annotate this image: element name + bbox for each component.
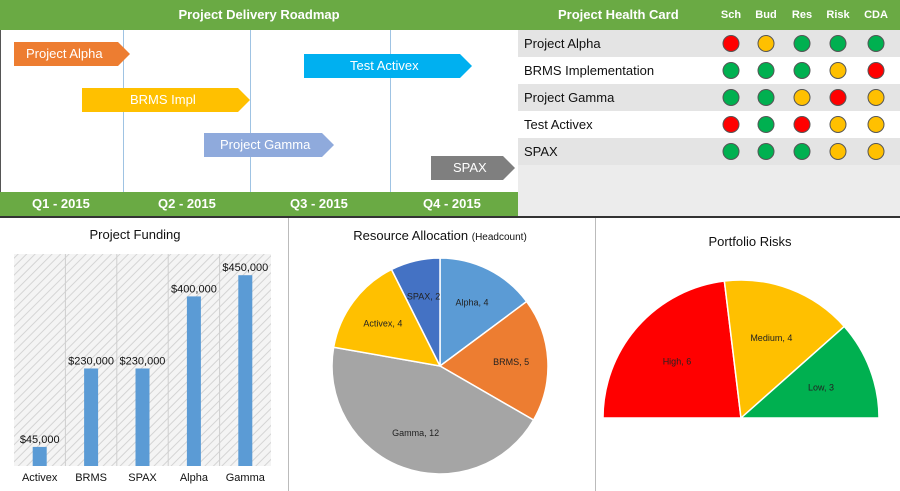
status-red-indicator — [867, 62, 885, 79]
project-name: Test Activex — [524, 117, 593, 132]
task-brms-impl[interactable]: BRMS Impl — [82, 88, 250, 112]
status-green-indicator — [757, 116, 775, 133]
panel-separator — [595, 218, 596, 491]
funding-value-label: $230,000 — [68, 355, 114, 367]
resource-slice — [438, 300, 549, 422]
funding-bar — [32, 446, 47, 466]
funding-title: Project Funding — [89, 227, 181, 242]
status-green-indicator — [757, 89, 775, 106]
status-yellow-indicator — [829, 143, 847, 160]
column-header: Risk — [826, 9, 850, 21]
resource-title: Resource Allocation (Headcount) — [353, 228, 527, 243]
health-row: Test Activex — [518, 111, 900, 138]
funding-value-label: $400,000 — [171, 283, 217, 295]
quarter-axis: Q1 - 2015 Q2 - 2015 Q3 - 2015 Q4 - 2015 — [0, 192, 518, 216]
column-header: Bud — [755, 9, 777, 21]
status-green-indicator — [757, 62, 775, 79]
resource-slice-label: BRMS, 5 — [493, 357, 529, 367]
panel-separator — [288, 218, 289, 491]
funding-category-label: BRMS — [75, 472, 107, 484]
resource-slice — [439, 257, 528, 368]
section-divider — [0, 216, 900, 218]
funding-value-label: $230,000 — [120, 355, 166, 367]
quarter-label: Q2 - 2015 — [158, 196, 216, 211]
risk-slice-label: Medium, 4 — [750, 333, 792, 343]
status-yellow-indicator — [829, 116, 847, 133]
quarter-label: Q1 - 2015 — [32, 196, 90, 211]
funding-category-label: Activex — [22, 472, 58, 484]
health-row: Project Alpha — [518, 30, 900, 57]
status-red-indicator — [722, 116, 740, 133]
status-yellow-indicator — [867, 116, 885, 133]
risks-title: Portfolio Risks — [708, 234, 792, 249]
funding-value-label: $45,000 — [20, 434, 60, 446]
status-red-indicator — [829, 89, 847, 106]
funding-bar — [135, 368, 150, 466]
risk-chart: High, 6 Medium, 4 Low, 3 — [602, 279, 880, 420]
quarter-divider — [390, 30, 391, 192]
status-yellow-indicator — [829, 62, 847, 79]
column-header: CDA — [864, 9, 888, 21]
status-green-indicator — [722, 62, 740, 79]
funding-category-label: Alpha — [180, 472, 209, 484]
status-green-indicator — [793, 143, 811, 160]
risk-slice — [602, 280, 742, 419]
task-test-activex[interactable]: Test Activex — [304, 54, 472, 78]
status-yellow-indicator — [867, 89, 885, 106]
status-red-indicator — [722, 35, 740, 52]
quarter-label: Q3 - 2015 — [290, 196, 348, 211]
risk-slice-label: Low, 3 — [808, 383, 834, 393]
funding-bar — [84, 368, 99, 466]
status-green-indicator — [793, 35, 811, 52]
resource-slice-label: SPAX, 2 — [407, 292, 440, 302]
status-yellow-indicator — [867, 143, 885, 160]
risk-slice — [739, 325, 880, 419]
health-card-header: Project Health Card Sch Bud Res Risk CDA — [518, 0, 900, 30]
status-green-indicator — [829, 35, 847, 52]
project-name: Project Gamma — [524, 90, 615, 105]
task-spax[interactable]: SPAX — [431, 156, 515, 180]
resource-slice — [332, 268, 442, 367]
project-name: Project Alpha — [524, 36, 601, 51]
task-project-alpha[interactable]: Project Alpha — [14, 42, 130, 66]
resource-slice-label: Activex, 4 — [363, 318, 402, 328]
funding-value-label: $450,000 — [222, 262, 268, 274]
status-green-indicator — [867, 35, 885, 52]
status-yellow-indicator — [757, 35, 775, 52]
status-green-indicator — [757, 143, 775, 160]
task-project-gamma[interactable]: Project Gamma — [204, 133, 334, 157]
project-name: SPAX — [524, 144, 558, 159]
health-row: Project Gamma — [518, 84, 900, 111]
resource-chart: Alpha, 4 BRMS, 5 Gamma, 12 Activex, 4 SPAX, … — [331, 257, 549, 475]
roadmap-title: Project Delivery Roadmap — [0, 0, 518, 30]
resource-slice — [331, 346, 535, 475]
funding-category-label: SPAX — [128, 472, 157, 484]
funding-category-label: Gamma — [226, 472, 266, 484]
health-card-title: Project Health Card — [558, 7, 679, 22]
status-yellow-indicator — [793, 89, 811, 106]
quarter-divider — [250, 30, 251, 192]
status-red-indicator — [793, 116, 811, 133]
risk-slice — [723, 279, 846, 420]
column-header: Sch — [720, 9, 742, 21]
health-row: SPAX — [518, 138, 900, 165]
project-name: BRMS Implementation — [524, 63, 655, 78]
quarter-label: Q4 - 2015 — [423, 196, 481, 211]
funding-bar — [186, 296, 201, 466]
resource-slice — [390, 257, 441, 367]
funding-bar — [238, 275, 253, 466]
resource-slice-label: Gamma, 12 — [392, 428, 439, 438]
status-green-indicator — [722, 143, 740, 160]
health-card-table: Project Alpha BRMS Implementation Projec… — [518, 30, 900, 216]
risk-slice-label: High, 6 — [663, 356, 692, 366]
resource-slice-label: Alpha, 4 — [455, 297, 488, 307]
column-header: Res — [791, 9, 813, 21]
status-green-indicator — [722, 89, 740, 106]
health-row: BRMS Implementation — [518, 57, 900, 84]
funding-chart: $45,000 Activex $230,000 BRMS $230,000 SPAX $4… — [14, 254, 271, 484]
status-green-indicator — [793, 62, 811, 79]
